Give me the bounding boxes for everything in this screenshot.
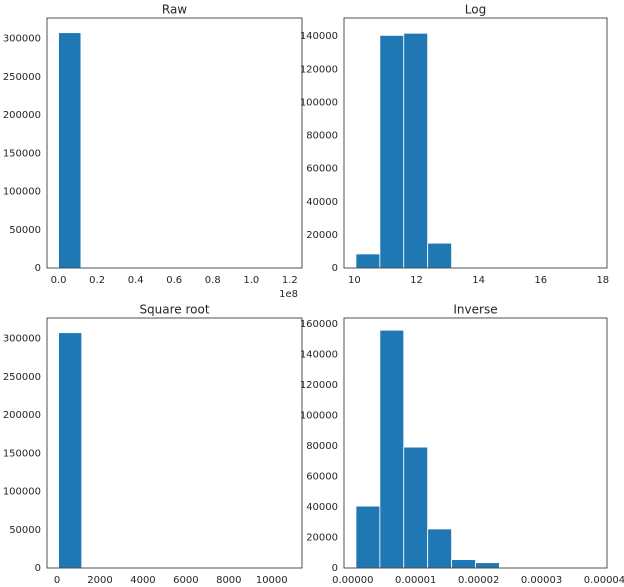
y-tick-label: 40000	[306, 502, 338, 513]
x-tick-label: 4000	[130, 575, 155, 586]
y-tick-label: 300000	[3, 334, 41, 345]
y-tick-label: 60000	[306, 164, 338, 175]
y-tick-label: 40000	[306, 197, 338, 208]
x-tick-label: 16	[534, 275, 547, 286]
y-tick-label: 0	[332, 563, 338, 574]
bar	[58, 332, 83, 569]
x-tick-label: 0.4	[128, 275, 144, 286]
y-tick-label: 100000	[300, 97, 338, 108]
x-tick-label: 0.6	[166, 275, 182, 286]
y-tick-label: 140000	[300, 350, 338, 361]
x-tick-label: 0.00001	[395, 575, 436, 586]
y-tick-label: 300000	[3, 34, 41, 45]
bar	[403, 32, 429, 269]
y-tick-label: 120000	[300, 380, 338, 391]
y-tick-label: 250000	[3, 72, 41, 83]
x-tick-label: 14	[472, 275, 485, 286]
bar	[475, 562, 500, 569]
bar	[355, 253, 381, 269]
x-tick-label: 0.00003	[521, 575, 562, 586]
bar	[58, 32, 82, 269]
y-tick-label: 100000	[3, 487, 41, 498]
x-tick-label: 0.00002	[458, 575, 499, 586]
bar	[451, 559, 476, 569]
x-tick-label: 0.2	[89, 275, 105, 286]
y-tick-label: 150000	[3, 448, 41, 459]
chart-title: Square root	[139, 303, 209, 317]
y-tick-label: 0	[35, 563, 41, 574]
axes-frame	[46, 317, 303, 569]
y-tick-label: 200000	[3, 410, 41, 421]
chart-title: Raw	[162, 3, 187, 17]
bar	[427, 528, 452, 569]
y-tick-label: 50000	[9, 225, 41, 236]
x-tick-label: 1.2	[282, 275, 298, 286]
x-tick-label: 0.00000	[332, 575, 373, 586]
y-tick-label: 150000	[3, 148, 41, 159]
y-tick-label: 50000	[9, 525, 41, 536]
y-tick-label: 80000	[306, 441, 338, 452]
bar	[355, 505, 381, 569]
x-tick-label: 0	[54, 575, 60, 586]
x-tick-label: 18	[596, 275, 609, 286]
x-tick-label: 0.00004	[584, 575, 624, 586]
x-tick-label: 10	[348, 275, 361, 286]
y-tick-label: 140000	[300, 31, 338, 42]
y-tick-label: 100000	[300, 411, 338, 422]
x-tick-label: 0.8	[205, 275, 221, 286]
y-tick-label: 0	[332, 263, 338, 274]
y-tick-label: 200000	[3, 110, 41, 121]
y-tick-label: 80000	[306, 131, 338, 142]
axes-frame	[46, 17, 303, 269]
x-tick-label: 8000	[216, 575, 241, 586]
axes-frame	[343, 17, 608, 269]
bar	[403, 446, 429, 569]
x-tick-label: 2000	[87, 575, 112, 586]
y-tick-label: 160000	[300, 319, 338, 330]
bar	[379, 34, 405, 269]
bar	[427, 242, 452, 269]
x-tick-label: 0.0	[51, 275, 67, 286]
axis-offset-label: 1e8	[279, 289, 298, 300]
axes-frame	[343, 317, 608, 569]
x-tick-label: 12	[410, 275, 423, 286]
y-tick-label: 250000	[3, 372, 41, 383]
x-tick-label: 10000	[256, 575, 288, 586]
y-tick-label: 60000	[306, 472, 338, 483]
chart-title: Log	[465, 3, 486, 17]
x-tick-label: 1.0	[243, 275, 259, 286]
bar	[379, 329, 405, 569]
y-tick-label: 20000	[306, 230, 338, 241]
y-tick-label: 100000	[3, 187, 41, 198]
y-tick-label: 0	[35, 263, 41, 274]
x-tick-label: 6000	[173, 575, 198, 586]
y-tick-label: 20000	[306, 533, 338, 544]
y-tick-label: 120000	[300, 64, 338, 75]
chart-title: Inverse	[453, 303, 497, 317]
